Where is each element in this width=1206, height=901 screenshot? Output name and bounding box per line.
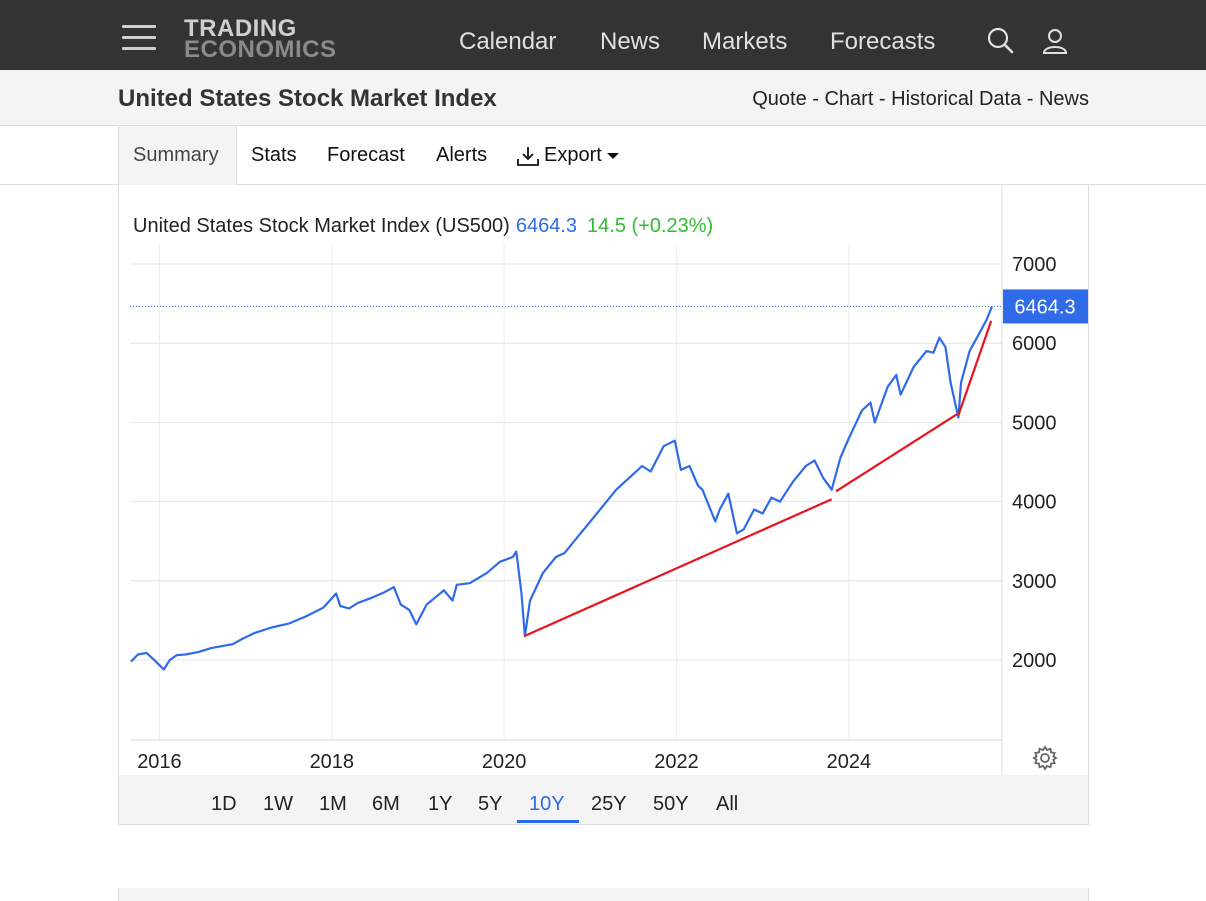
crumb-historical-data[interactable]: Historical Data [891,88,1022,110]
top-navbar: TRADING ECONOMICS Calendar News Markets … [0,0,1206,70]
user-icon[interactable] [1040,26,1070,56]
logo[interactable]: TRADING ECONOMICS [184,15,337,63]
nav-forecasts[interactable]: Forecasts [830,28,936,55]
menu-icon[interactable] [122,25,156,51]
range-selector: 1D 1W 1M 6M 1Y 5Y 10Y 25Y 50Y All [119,775,1088,824]
range-6m[interactable]: 6M [372,793,400,815]
nav-markets[interactable]: Markets [702,28,788,55]
chart-header: United States Stock Market Index (US500)… [133,215,713,238]
range-1w[interactable]: 1W [263,793,293,815]
tab-stats[interactable]: Stats [251,144,297,166]
caret-down-icon [606,152,619,159]
title-bar: United States Stock Market Index Quote -… [0,70,1206,126]
tab-summary[interactable]: Summary [118,126,237,185]
tab-summary-label: Summary [133,144,219,166]
chart-price-change: 14.5 (+0.23%) [587,215,714,237]
crumb-separator: - [1021,88,1039,110]
search-icon[interactable] [986,26,1016,56]
tab-alerts[interactable]: Alerts [436,144,488,166]
page-title: United States Stock Market Index [118,85,497,112]
range-1y[interactable]: 1Y [428,793,453,815]
range-25y[interactable]: 25Y [591,793,627,815]
nav-calendar[interactable]: Calendar [459,28,557,55]
chart-current-price: 6464.3 [515,215,578,237]
logo-line2: ECONOMICS [184,36,337,63]
range-10y[interactable]: 10Y [529,793,565,815]
tab-forecast[interactable]: Forecast [327,144,405,166]
chart-symbol-name: United States Stock Market Index (US500) [133,215,510,237]
export-label: Export [544,144,602,166]
crumb-separator: - [873,88,892,110]
range-active-indicator [517,820,579,823]
breadcrumb: Quote - Chart - Historical Data - News [752,88,1089,111]
export-dropdown[interactable]: Export [516,144,620,167]
crumb-news[interactable]: News [1038,88,1089,110]
chart-panel [118,185,1089,825]
range-5y[interactable]: 5Y [478,793,503,815]
range-all[interactable]: All [716,793,739,815]
download-icon [517,146,539,166]
nav-news[interactable]: News [600,28,661,55]
gear-icon[interactable] [1032,745,1058,771]
crumb-chart[interactable]: Chart [824,88,874,110]
crumb-quote[interactable]: Quote [752,88,807,110]
range-1m[interactable]: 1M [319,793,347,815]
range-1d[interactable]: 1D [211,793,237,815]
next-section [118,888,1089,901]
logo-line1: TRADING [184,15,297,42]
crumb-separator: - [806,88,825,110]
tab-row: Summary Stats Forecast Alerts Export [0,126,1206,185]
range-50y[interactable]: 50Y [653,793,689,815]
